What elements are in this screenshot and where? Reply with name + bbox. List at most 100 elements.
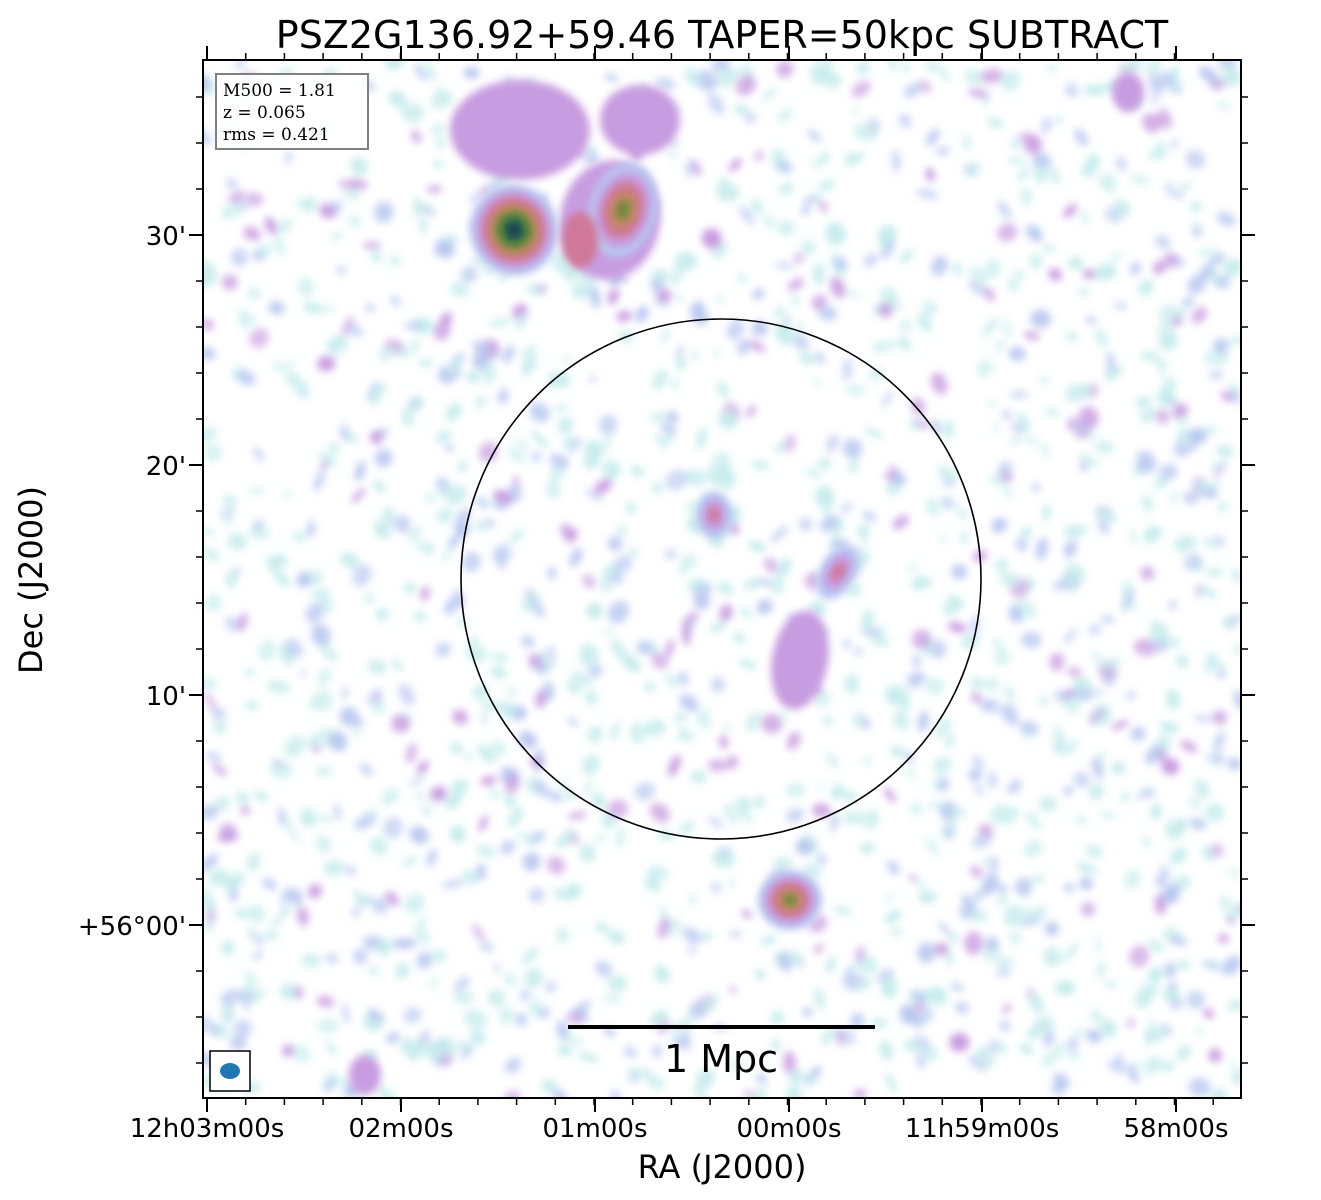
- noise-speckle: [1159, 721, 1179, 734]
- noise-speckle: [413, 926, 430, 945]
- noise-speckle: [449, 825, 466, 843]
- noise-speckle: [264, 217, 278, 235]
- noise-speckle: [489, 666, 507, 679]
- noise-speckle: [964, 163, 972, 175]
- noise-speckle: [1178, 182, 1193, 192]
- noise-speckle: [1167, 398, 1179, 407]
- noise-speckle: [897, 336, 912, 351]
- noise-speckle: [743, 815, 755, 824]
- noise-speckle: [607, 975, 628, 993]
- noise-speckle: [540, 1078, 557, 1093]
- noise-speckle: [1145, 1028, 1157, 1047]
- noise-speckle: [630, 722, 646, 744]
- noise-speckle: [652, 1044, 662, 1058]
- noise-speckle: [385, 347, 394, 356]
- noise-speckle: [1137, 279, 1154, 297]
- noise-speckle: [532, 450, 541, 463]
- noise-speckle: [1054, 740, 1069, 757]
- noise-speckle: [903, 1040, 922, 1053]
- noise-speckle: [804, 195, 815, 206]
- noise-speckle: [557, 1043, 573, 1057]
- noise-speckle: [933, 756, 952, 775]
- noise-speckle: [1198, 263, 1215, 281]
- noise-speckle: [434, 240, 454, 256]
- noise-speckle: [1064, 82, 1079, 98]
- noise-speckle: [979, 698, 1000, 713]
- noise-speckle: [577, 1052, 600, 1062]
- noise-speckle: [403, 1007, 422, 1024]
- noise-speckle: [1048, 268, 1062, 281]
- noise-speckle: [684, 67, 701, 87]
- noise-speckle: [916, 1054, 925, 1069]
- noise-speckle: [419, 216, 427, 236]
- noise-speckle: [733, 631, 746, 645]
- noise-speckle: [1034, 164, 1047, 184]
- noise-speckle: [872, 341, 886, 353]
- noise-speckle: [707, 759, 728, 772]
- noise-speckle: [246, 852, 261, 872]
- noise-speckle: [392, 657, 403, 673]
- noise-speckle: [318, 452, 337, 467]
- noise-speckle: [530, 430, 549, 448]
- noise-speckle: [272, 758, 283, 769]
- noise-speckle: [522, 356, 531, 377]
- noise-speckle: [1191, 306, 1208, 324]
- noise-speckle: [670, 415, 680, 425]
- noise-speckle: [579, 843, 596, 863]
- noise-speckle: [1145, 60, 1162, 76]
- noise-speckle: [712, 349, 721, 357]
- noise-speckle: [472, 340, 492, 356]
- noise-speckle: [521, 946, 539, 965]
- noise-speckle: [1013, 269, 1026, 281]
- noise-speckle: [405, 1041, 425, 1061]
- noise-speckle: [654, 433, 665, 444]
- noise-speckle: [371, 897, 389, 914]
- noise-speckle: [1216, 212, 1236, 227]
- noise-speckle: [745, 113, 756, 124]
- noise-speckle: [1201, 961, 1222, 971]
- noise-speckle: [492, 544, 512, 564]
- noise-speckle: [853, 1089, 867, 1098]
- noise-speckle: [225, 616, 239, 631]
- noise-speckle: [1001, 485, 1014, 498]
- noise-speckle: [1223, 258, 1241, 277]
- noise-speckle: [546, 856, 566, 875]
- noise-speckle: [385, 1032, 400, 1044]
- noise-speckle: [513, 439, 530, 451]
- x-axis-label: RA (J2000): [638, 1148, 807, 1186]
- noise-speckle: [476, 863, 487, 880]
- noise-speckle: [751, 320, 768, 337]
- noise-speckle: [1161, 758, 1180, 776]
- noise-speckle: [1141, 983, 1150, 996]
- noise-speckle: [985, 258, 1001, 278]
- noise-speckle: [1212, 710, 1227, 725]
- noise-speckle: [557, 417, 574, 434]
- noise-speckle: [1190, 201, 1202, 213]
- noise-speckle: [905, 768, 917, 779]
- noise-speckle: [1226, 917, 1236, 925]
- noise-speckle: [880, 975, 898, 999]
- noise-speckle: [644, 719, 666, 737]
- noise-speckle: [561, 265, 578, 284]
- noise-speckle: [370, 430, 383, 445]
- noise-speckle: [1087, 783, 1105, 800]
- noise-speckle: [817, 179, 837, 192]
- noise-speckle: [665, 639, 674, 658]
- noise-speckle: [1039, 375, 1049, 385]
- noise-speckle: [408, 401, 420, 409]
- noise-speckle: [1220, 391, 1234, 402]
- noise-speckle: [1210, 751, 1225, 767]
- noise-speckle: [1098, 751, 1106, 762]
- noise-speckle: [383, 817, 403, 839]
- noise-speckle: [208, 867, 227, 887]
- noise-speckle: [1135, 395, 1151, 408]
- noise-speckle: [354, 460, 366, 482]
- noise-speckle: [301, 196, 318, 213]
- noise-speckle: [921, 300, 938, 317]
- noise-speckle: [802, 1007, 813, 1017]
- noise-speckle: [1100, 615, 1115, 624]
- noise-speckle: [423, 493, 439, 502]
- noise-speckle: [1201, 538, 1220, 550]
- noise-speckle: [812, 803, 831, 818]
- noise-speckle: [1156, 108, 1173, 130]
